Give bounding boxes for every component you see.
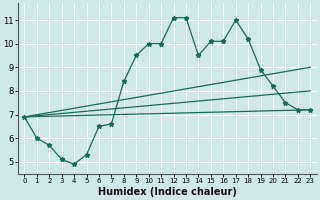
- X-axis label: Humidex (Indice chaleur): Humidex (Indice chaleur): [98, 187, 237, 197]
